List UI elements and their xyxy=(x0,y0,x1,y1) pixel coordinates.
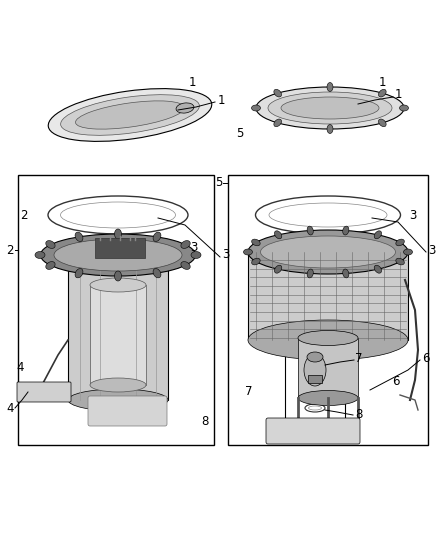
FancyBboxPatch shape xyxy=(88,396,167,426)
Ellipse shape xyxy=(378,119,386,127)
Ellipse shape xyxy=(327,125,333,133)
Ellipse shape xyxy=(54,239,182,271)
Ellipse shape xyxy=(35,252,45,259)
Bar xyxy=(298,338,358,398)
Ellipse shape xyxy=(75,101,184,129)
Ellipse shape xyxy=(90,378,146,392)
Text: 8: 8 xyxy=(355,408,362,422)
Bar xyxy=(18,175,214,445)
Ellipse shape xyxy=(48,88,212,141)
Text: 1: 1 xyxy=(379,76,386,89)
Ellipse shape xyxy=(343,269,349,278)
Ellipse shape xyxy=(268,92,392,124)
Ellipse shape xyxy=(261,236,396,268)
Ellipse shape xyxy=(191,252,201,259)
Text: 7: 7 xyxy=(245,385,253,398)
Text: 3: 3 xyxy=(191,241,198,254)
FancyBboxPatch shape xyxy=(266,418,360,444)
Ellipse shape xyxy=(396,258,404,265)
Ellipse shape xyxy=(307,226,313,235)
Bar xyxy=(285,340,345,428)
Ellipse shape xyxy=(256,87,404,129)
Text: 3: 3 xyxy=(410,209,417,222)
Text: 1: 1 xyxy=(395,88,403,101)
Ellipse shape xyxy=(153,269,161,278)
Text: 4: 4 xyxy=(17,361,24,374)
Ellipse shape xyxy=(68,389,168,411)
Ellipse shape xyxy=(298,391,358,406)
Ellipse shape xyxy=(343,226,349,235)
Bar xyxy=(308,375,322,383)
Ellipse shape xyxy=(275,231,282,239)
Text: 1: 1 xyxy=(188,76,196,89)
Bar xyxy=(68,270,168,400)
Ellipse shape xyxy=(176,103,194,113)
Ellipse shape xyxy=(378,90,386,97)
Ellipse shape xyxy=(399,105,409,111)
Ellipse shape xyxy=(307,269,313,278)
Bar xyxy=(228,175,428,445)
Bar xyxy=(95,238,145,258)
Ellipse shape xyxy=(298,330,358,345)
Text: 5: 5 xyxy=(237,127,244,140)
Ellipse shape xyxy=(90,278,146,292)
Ellipse shape xyxy=(48,196,188,234)
Ellipse shape xyxy=(181,240,190,248)
Ellipse shape xyxy=(248,230,408,274)
Ellipse shape xyxy=(248,320,408,360)
Ellipse shape xyxy=(244,249,252,255)
Text: 2: 2 xyxy=(20,209,27,222)
Bar xyxy=(90,285,146,385)
Text: 6: 6 xyxy=(392,375,399,387)
Ellipse shape xyxy=(396,239,404,246)
Ellipse shape xyxy=(274,90,282,97)
Ellipse shape xyxy=(75,269,83,278)
Ellipse shape xyxy=(274,119,282,127)
Text: 3: 3 xyxy=(428,244,435,256)
Ellipse shape xyxy=(403,249,413,255)
Ellipse shape xyxy=(269,203,387,227)
Ellipse shape xyxy=(307,352,323,362)
FancyBboxPatch shape xyxy=(17,382,71,402)
Bar xyxy=(18,383,70,401)
Ellipse shape xyxy=(114,229,121,239)
Ellipse shape xyxy=(281,97,379,119)
Ellipse shape xyxy=(153,232,161,241)
Text: 1: 1 xyxy=(218,93,226,107)
Ellipse shape xyxy=(114,271,121,281)
Text: 7: 7 xyxy=(355,351,363,365)
Ellipse shape xyxy=(327,83,333,92)
Text: 4: 4 xyxy=(7,401,14,415)
Ellipse shape xyxy=(40,234,195,276)
Ellipse shape xyxy=(374,265,381,273)
Text: 5: 5 xyxy=(215,176,222,190)
Ellipse shape xyxy=(46,262,55,269)
Ellipse shape xyxy=(181,262,190,269)
Text: 2: 2 xyxy=(7,244,14,256)
Text: 6: 6 xyxy=(422,351,430,365)
Ellipse shape xyxy=(255,196,400,234)
Ellipse shape xyxy=(251,105,261,111)
Ellipse shape xyxy=(308,406,321,410)
Ellipse shape xyxy=(46,240,55,248)
Bar xyxy=(248,252,408,340)
Ellipse shape xyxy=(60,95,199,135)
Text: 3: 3 xyxy=(222,248,230,262)
Ellipse shape xyxy=(252,258,260,265)
Ellipse shape xyxy=(305,404,325,412)
Ellipse shape xyxy=(75,232,83,241)
Ellipse shape xyxy=(275,265,282,273)
Ellipse shape xyxy=(374,231,381,239)
Ellipse shape xyxy=(304,354,326,386)
Ellipse shape xyxy=(60,202,176,228)
Text: 8: 8 xyxy=(201,415,209,427)
Ellipse shape xyxy=(252,239,260,246)
